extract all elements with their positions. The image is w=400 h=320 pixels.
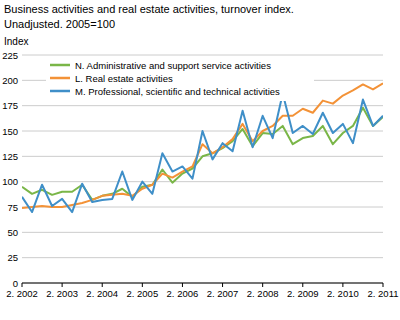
x-tick-label: 2. 2003 bbox=[46, 288, 78, 299]
x-tick bbox=[142, 283, 143, 287]
x-tick bbox=[102, 283, 103, 287]
y-tick-label: 50 bbox=[7, 227, 18, 238]
x-tick bbox=[302, 283, 303, 287]
x-tick-label: 2. 2004 bbox=[86, 288, 118, 299]
x-tick bbox=[62, 283, 63, 287]
x-tick-label: 2. 2005 bbox=[126, 288, 158, 299]
grid-line bbox=[22, 181, 383, 182]
x-tick-label: 2. 2010 bbox=[327, 288, 359, 299]
legend-box bbox=[46, 56, 314, 101]
series-line bbox=[22, 83, 383, 208]
plot-area bbox=[22, 83, 383, 212]
legend-swatch bbox=[50, 77, 70, 80]
legend-label: M. Professional, scientific and technica… bbox=[75, 86, 280, 97]
y-tick-label: 25 bbox=[7, 252, 18, 263]
x-tick bbox=[262, 283, 263, 287]
legend-label: N. Administrative and support service ac… bbox=[75, 60, 271, 71]
y-tick-label: 0 bbox=[13, 278, 18, 289]
x-tick bbox=[222, 283, 223, 287]
x-tick bbox=[383, 283, 384, 287]
legend-swatch bbox=[50, 64, 70, 67]
legend: N. Administrative and support service ac… bbox=[46, 56, 314, 101]
x-tick-label: 2. 2009 bbox=[287, 288, 319, 299]
title: Business activities and real estate acti… bbox=[4, 3, 294, 15]
x-tick-label: 2. 2008 bbox=[247, 288, 279, 299]
y-tick-label: 75 bbox=[7, 202, 18, 213]
series-line bbox=[22, 94, 383, 213]
x-tick-label: 2. 2006 bbox=[167, 288, 199, 299]
y-tick-label: 200 bbox=[2, 75, 18, 86]
series-line bbox=[22, 108, 383, 200]
subtitle: Unadjusted. 2005=100 bbox=[4, 18, 115, 30]
legend-swatch bbox=[50, 90, 70, 93]
y-tick-label: 150 bbox=[2, 126, 18, 137]
y-tick-label: 175 bbox=[2, 100, 18, 111]
grid-line bbox=[22, 55, 383, 56]
legend-label: L. Real estate activities bbox=[75, 73, 173, 84]
y-label: Index bbox=[4, 36, 28, 47]
y-tick-label: 225 bbox=[2, 50, 18, 61]
x-tick-label: 2. 2007 bbox=[207, 288, 239, 299]
chart: Business activities and real estate acti… bbox=[0, 0, 400, 320]
x-axis bbox=[22, 283, 383, 284]
y-tick-label: 125 bbox=[2, 151, 18, 162]
grid-line bbox=[22, 105, 383, 106]
x-tick bbox=[342, 283, 343, 287]
x-tick-label: 2. 2011 bbox=[368, 288, 399, 299]
x-tick bbox=[22, 283, 23, 287]
grid-line bbox=[22, 207, 383, 208]
x-tick-label: 2. 2002 bbox=[6, 288, 38, 299]
y-tick-label: 100 bbox=[2, 176, 18, 187]
grid-line bbox=[22, 232, 383, 233]
grid-line bbox=[22, 283, 383, 284]
grid-line bbox=[22, 257, 383, 258]
x-tick bbox=[182, 283, 183, 287]
